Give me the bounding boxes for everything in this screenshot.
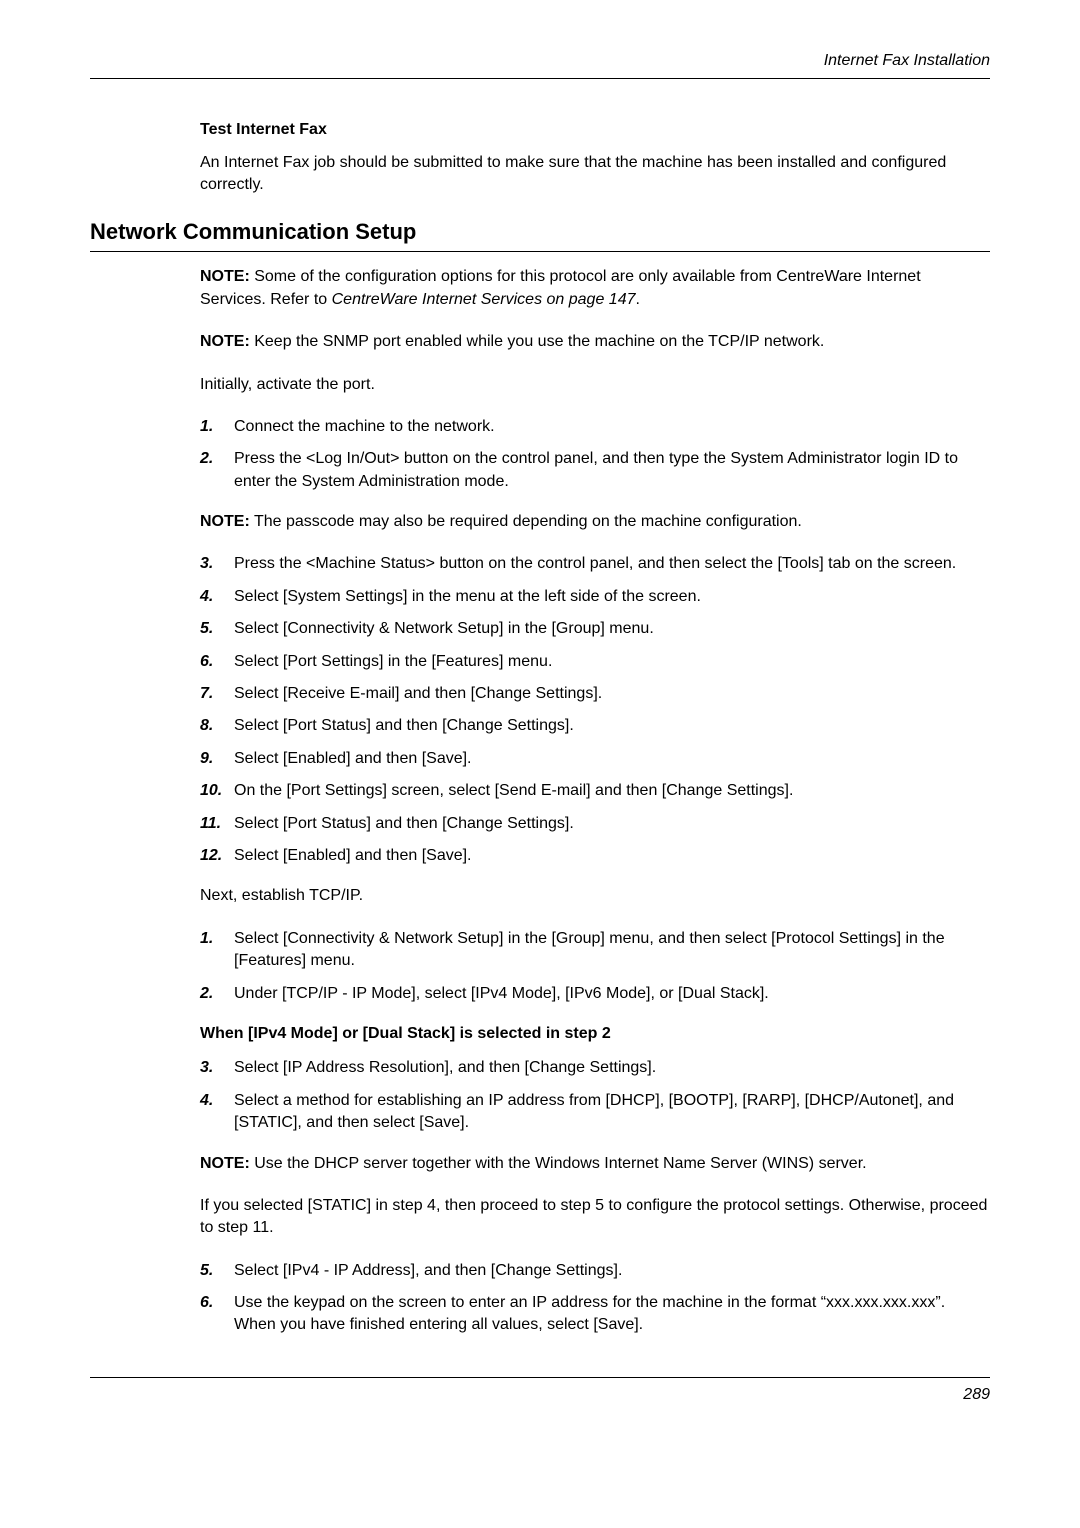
step-num: 4. [200,586,234,608]
step-num: 1. [200,928,234,973]
h2-rule [90,251,990,252]
test-fax-heading: Test Internet Fax [200,119,990,141]
step-text: Select [Receive E-mail] and then [Change… [234,683,990,705]
step-num: 4. [200,1090,234,1135]
note-1: NOTE: Some of the configuration options … [200,266,990,311]
step-text: Select a method for establishing an IP a… [234,1090,990,1135]
step-num: 6. [200,1292,234,1337]
steps-group-1: 1.Connect the machine to the network. 2.… [200,416,990,493]
step-text: Select [IPv4 - IP Address], and then [Ch… [234,1260,990,1282]
steps-group-3: 1.Select [Connectivity & Network Setup] … [200,928,990,1005]
step-num: 6. [200,651,234,673]
step-num: 8. [200,715,234,737]
header-rule [90,78,990,79]
step-text: Use the keypad on the screen to enter an… [234,1292,990,1337]
note-2: NOTE: Keep the SNMP port enabled while y… [200,331,990,353]
test-fax-body: An Internet Fax job should be submitted … [200,152,990,197]
note-1-label: NOTE: [200,268,250,285]
step-num: 2. [200,983,234,1005]
step-text: Select [Connectivity & Network Setup] in… [234,618,990,640]
step-text: Select [Port Settings] in the [Features]… [234,651,990,673]
footer-rule [90,1377,990,1378]
step-text: Select [System Settings] in the menu at … [234,586,990,608]
step-text: Press the <Log In/Out> button on the con… [234,448,990,493]
note-1-tail: . [636,291,640,308]
network-setup-heading: Network Communication Setup [90,217,990,248]
note-4-body: Use the DHCP server together with the Wi… [250,1155,867,1172]
list-item: 7.Select [Receive E-mail] and then [Chan… [200,683,990,705]
note-2-label: NOTE: [200,333,250,350]
step-num: 1. [200,416,234,438]
steps-group-4: 3.Select [IP Address Resolution], and th… [200,1057,990,1134]
list-item: 4.Select a method for establishing an IP… [200,1090,990,1135]
initially-text: Initially, activate the port. [200,374,990,396]
step-text: Select [IP Address Resolution], and then… [234,1057,990,1079]
step-text: Select [Enabled] and then [Save]. [234,845,990,867]
list-item: 12.Select [Enabled] and then [Save]. [200,845,990,867]
list-item: 1.Connect the machine to the network. [200,416,990,438]
list-item: 5.Select [IPv4 - IP Address], and then [… [200,1260,990,1282]
list-item: 6.Select [Port Settings] in the [Feature… [200,651,990,673]
list-item: 2.Under [TCP/IP - IP Mode], select [IPv4… [200,983,990,1005]
steps-group-5: 5.Select [IPv4 - IP Address], and then [… [200,1260,990,1337]
list-item: 9.Select [Enabled] and then [Save]. [200,748,990,770]
header-title: Internet Fax Installation [90,50,990,72]
note-3-body: The passcode may also be required depend… [250,513,802,530]
list-item: 11.Select [Port Status] and then [Change… [200,813,990,835]
step-text: Press the <Machine Status> button on the… [234,553,990,575]
next-text: Next, establish TCP/IP. [200,885,990,907]
step-text: On the [Port Settings] screen, select [S… [234,780,990,802]
if-selected-para: If you selected [STATIC] in step 4, then… [200,1195,990,1240]
step-num: 11. [200,813,234,835]
step-num: 3. [200,1057,234,1079]
step-num: 2. [200,448,234,493]
step-num: 9. [200,748,234,770]
step-text: Connect the machine to the network. [234,416,990,438]
step-text: Under [TCP/IP - IP Mode], select [IPv4 M… [234,983,990,1005]
step-num: 7. [200,683,234,705]
list-item: 4.Select [System Settings] in the menu a… [200,586,990,608]
step-num: 3. [200,553,234,575]
when-heading: When [IPv4 Mode] or [Dual Stack] is sele… [200,1023,990,1045]
step-text: Select [Connectivity & Network Setup] in… [234,928,990,973]
note-4-label: NOTE: [200,1155,250,1172]
note-4: NOTE: Use the DHCP server together with … [200,1153,990,1175]
content-body: Test Internet Fax An Internet Fax job sh… [200,119,990,196]
list-item: 8.Select [Port Status] and then [Change … [200,715,990,737]
list-item: 3.Press the <Machine Status> button on t… [200,553,990,575]
steps-group-2: 3.Press the <Machine Status> button on t… [200,553,990,867]
list-item: 2.Press the <Log In/Out> button on the c… [200,448,990,493]
step-num: 5. [200,618,234,640]
step-text: Select [Port Status] and then [Change Se… [234,715,990,737]
note-3: NOTE: The passcode may also be required … [200,511,990,533]
note-3-label: NOTE: [200,513,250,530]
list-item: 1.Select [Connectivity & Network Setup] … [200,928,990,973]
network-setup-content: NOTE: Some of the configuration options … [200,266,990,1337]
step-num: 10. [200,780,234,802]
list-item: 3.Select [IP Address Resolution], and th… [200,1057,990,1079]
note-2-body: Keep the SNMP port enabled while you use… [250,333,825,350]
page-number: 289 [90,1384,990,1406]
step-num: 5. [200,1260,234,1282]
note-1-link: CentreWare Internet Services on page 147 [332,291,636,308]
list-item: 10.On the [Port Settings] screen, select… [200,780,990,802]
step-text: Select [Enabled] and then [Save]. [234,748,990,770]
step-num: 12. [200,845,234,867]
list-item: 6.Use the keypad on the screen to enter … [200,1292,990,1337]
step-text: Select [Port Status] and then [Change Se… [234,813,990,835]
list-item: 5.Select [Connectivity & Network Setup] … [200,618,990,640]
